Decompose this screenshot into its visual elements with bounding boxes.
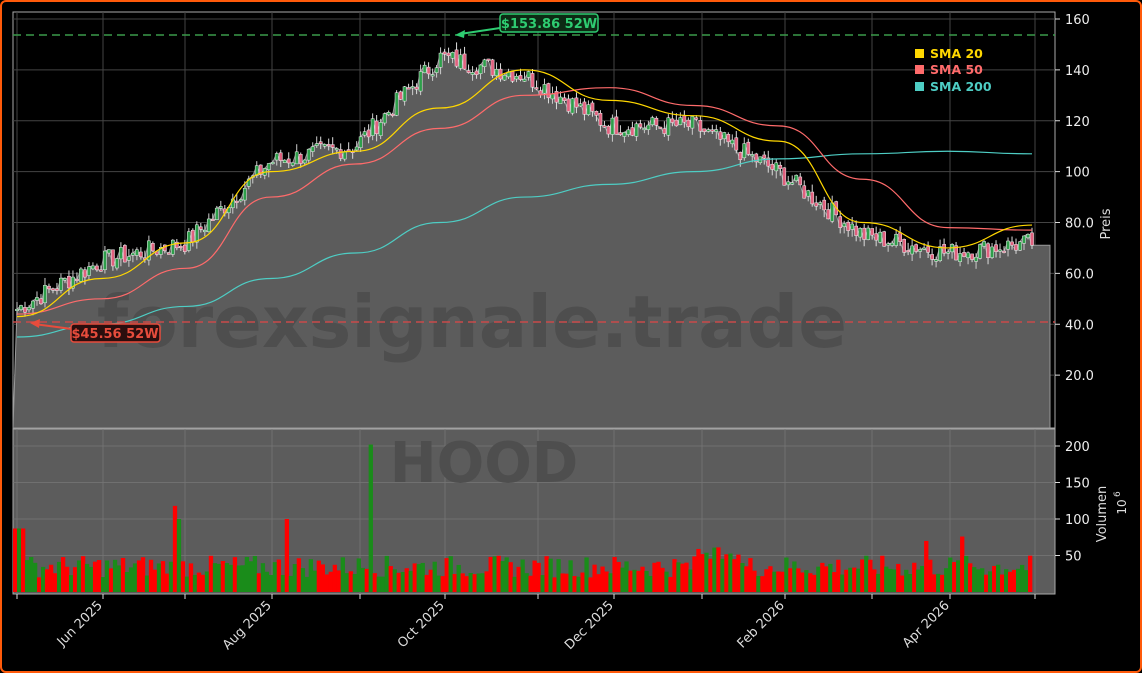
x-tick-label: Jun 2025 xyxy=(54,598,106,650)
svg-text:40.0: 40.0 xyxy=(1065,318,1094,333)
volume-grid xyxy=(13,429,1055,594)
sma-20-line xyxy=(16,69,1033,318)
candlesticks xyxy=(15,42,1034,317)
legend-swatch-sma50 xyxy=(915,65,924,74)
sma-50-line xyxy=(16,87,1033,315)
svg-text:120: 120 xyxy=(1065,115,1090,130)
svg-text:80.0: 80.0 xyxy=(1065,217,1094,232)
svg-text:200: 200 xyxy=(1065,440,1090,455)
volume-bars xyxy=(13,444,1033,592)
legend-sma200: SMA 200 xyxy=(930,79,992,94)
svg-text:6: 6 xyxy=(1113,491,1123,497)
legend-swatch-sma200 xyxy=(915,82,924,91)
svg-text:50: 50 xyxy=(1065,550,1082,565)
x-tick-label: Oct 2025 xyxy=(395,598,448,651)
52w-high-annotation: $153.86 52W xyxy=(455,13,599,38)
price-axis-label: Preis xyxy=(1099,208,1114,239)
svg-text:20.0: 20.0 xyxy=(1065,369,1094,384)
volume-y-axis: 50 100 150 200 xyxy=(1055,440,1090,565)
52w-high-label: $153.86 52W xyxy=(501,17,597,32)
volume-panel: HOOD 50 100 150 200 Volumen 10 6 xyxy=(12,428,1129,595)
svg-text:140: 140 xyxy=(1065,64,1090,79)
x-axis: Jun 2025 Aug 2025 Oct 2025 Dec 2025 Feb 2026… xyxy=(16,594,1036,653)
legend-sma50: SMA 50 xyxy=(930,62,983,77)
sma-200-line xyxy=(16,150,1033,338)
52w-low-label: $45.56 52W xyxy=(71,327,158,342)
x-tick-label: Aug 2025 xyxy=(220,598,275,653)
x-tick-label: Dec 2025 xyxy=(562,598,617,653)
svg-text:10: 10 xyxy=(1115,499,1129,514)
legend: SMA 20 SMA 50 SMA 200 xyxy=(915,46,992,94)
svg-text:60.0: 60.0 xyxy=(1065,267,1094,282)
x-tick-label: Apr 2026 xyxy=(900,598,953,651)
svg-text:150: 150 xyxy=(1065,477,1090,492)
legend-swatch-sma20 xyxy=(915,49,924,58)
x-tick-label: Feb 2026 xyxy=(735,598,788,651)
price-panel: forexsignale.trade $153.86 52W $45.56 52… xyxy=(12,11,1114,429)
svg-text:100: 100 xyxy=(1065,513,1090,528)
svg-text:100: 100 xyxy=(1065,166,1090,181)
legend-sma20: SMA 20 xyxy=(930,46,983,61)
volume-axis-label: Volumen xyxy=(1095,486,1110,543)
volume-scale-label: 10 6 xyxy=(1113,491,1129,515)
price-y-axis: 20.0 40.0 60.0 80.0 100 120 140 160 xyxy=(1055,13,1094,384)
52w-low-annotation: $45.56 52W xyxy=(30,319,161,343)
svg-text:160: 160 xyxy=(1065,13,1090,28)
ticker-watermark: HOOD xyxy=(390,431,579,496)
